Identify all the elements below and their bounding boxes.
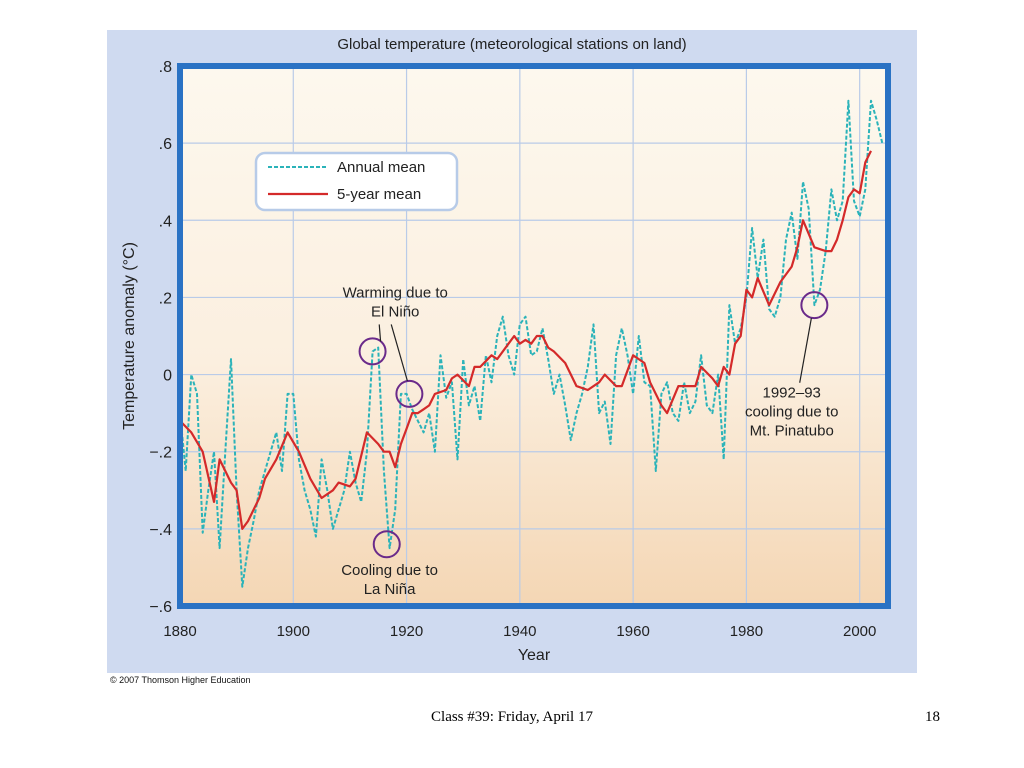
chart-title: Global temperature (meteorological stati… bbox=[337, 36, 687, 53]
annotation-label-1: Warming due to El Niño bbox=[343, 284, 448, 320]
y-axis-label: Temperature anomaly (°C) bbox=[121, 242, 138, 430]
y-tick-label: .8 bbox=[159, 59, 172, 76]
plot-frame bbox=[177, 63, 891, 609]
y-tick-label: −.4 bbox=[149, 522, 172, 539]
annotation-label-3: 1992–93 cooling due to Mt. Pinatubo bbox=[745, 385, 838, 440]
x-tick-label: 1880 bbox=[163, 623, 196, 640]
annual-mean-line bbox=[179, 99, 884, 588]
slide-caption: Class #39: Friday, April 17 bbox=[431, 709, 593, 725]
annotation-circle bbox=[358, 337, 387, 366]
x-tick-label: 1920 bbox=[390, 623, 423, 640]
annotation-circle bbox=[395, 379, 424, 408]
annotation-leader bbox=[378, 324, 382, 342]
five-year-mean-line bbox=[179, 150, 872, 531]
y-tick-label: .2 bbox=[159, 290, 172, 307]
copyright-note: © 2007 Thomson Higher Education bbox=[110, 675, 251, 685]
y-tick-label: .4 bbox=[159, 213, 172, 230]
y-tick-label: .6 bbox=[159, 136, 172, 153]
y-tick-label: 0 bbox=[163, 368, 172, 385]
annotation-leader bbox=[799, 318, 812, 383]
x-tick-label: 1980 bbox=[730, 623, 763, 640]
annotation-circle bbox=[372, 530, 401, 559]
annotation-label-2: Cooling due to La Niña bbox=[341, 562, 438, 598]
x-tick-label: 1900 bbox=[277, 623, 310, 640]
x-tick-label: 2000 bbox=[843, 623, 876, 640]
legend-label-annual: Annual mean bbox=[337, 159, 425, 176]
y-tick-label: −.6 bbox=[149, 599, 172, 616]
x-tick-label: 1940 bbox=[503, 623, 536, 640]
legend-label-5yr: 5-year mean bbox=[337, 186, 421, 203]
slide-number: 18 bbox=[925, 709, 940, 725]
x-axis-label: Year bbox=[518, 647, 551, 664]
plot-area bbox=[180, 66, 888, 606]
annotation-leader bbox=[390, 324, 408, 382]
annotation-circle bbox=[800, 291, 829, 320]
x-tick-label: 1960 bbox=[616, 623, 649, 640]
y-tick-label: −.2 bbox=[149, 445, 172, 462]
